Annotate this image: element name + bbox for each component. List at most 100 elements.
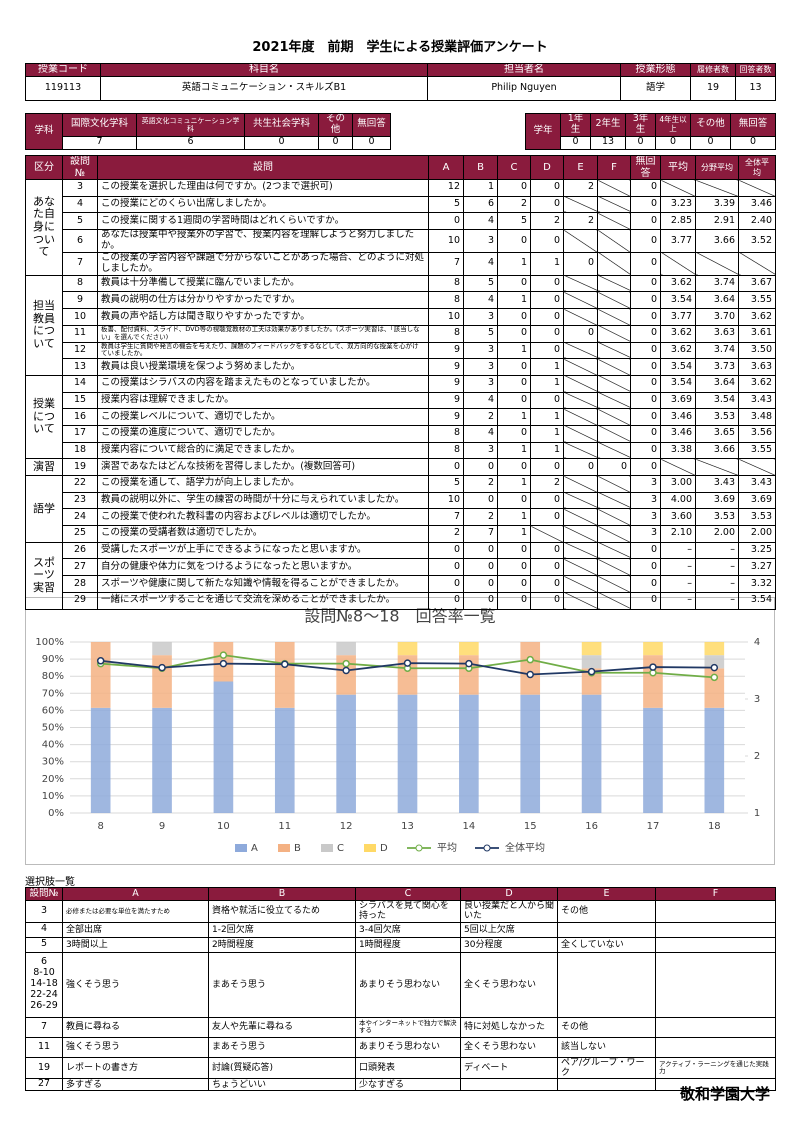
answer-count: 0 [497, 324, 531, 343]
cell-text: 3時間以上 [66, 939, 108, 950]
no-answer-count: 3 [630, 508, 661, 527]
y2-tick-label: 1 [754, 808, 760, 819]
department-table: 学科 国際文化学科 英語文化コミュニケーション学科 共生社会学科 その他 無回答 7 6 0 0 0 [25, 113, 391, 150]
cell-text: 12 [447, 181, 460, 193]
cell-text: – [687, 544, 692, 556]
average-cell: 3.77 [660, 308, 696, 326]
cell-text: ペア/グループ・ワーク [561, 1057, 645, 1079]
table-row: 5 この授業に関する1週間の学習時間はどれくらいですか。 0 4 5 2 2 0 2.85 2.9… [26, 212, 776, 231]
choice-cell: ペア/グループ・ワーク [557, 1056, 656, 1080]
cell-text: 4年生以上 [659, 115, 687, 133]
cell-text: 8 [453, 293, 460, 305]
cell-text: 5 [453, 477, 460, 489]
average-cell [695, 458, 739, 476]
no-answer-count: 0 [630, 291, 661, 310]
cell-text: 27 [37, 1078, 51, 1090]
cell-text: 0 [520, 594, 527, 606]
choice-cell: 全くそう思わない [460, 1036, 558, 1058]
cell-text: 8 [453, 427, 460, 439]
cell-text: 3.66 [713, 444, 735, 455]
header-cell: その他 [318, 113, 353, 137]
answer-count [597, 491, 631, 510]
answer-count [597, 195, 631, 214]
cell-text: 3.54 [670, 293, 692, 305]
table-row: 15 授業内容は理解できましたか。 9 4 0 0 0 3.69 3.54 3.43 [26, 391, 776, 410]
choice-cell: 該当しない [557, 1036, 656, 1058]
cell-text: 30分程度 [464, 939, 503, 950]
answer-count: 4 [463, 212, 498, 231]
cell-text: 0 [553, 277, 560, 289]
bar-segment [704, 668, 725, 708]
cell-text: 1 [520, 293, 527, 305]
question-number: 26 [62, 541, 98, 560]
line-point [526, 670, 534, 679]
answer-count: 9 [428, 341, 464, 360]
average-cell [738, 458, 776, 476]
header-cell: 科目名 [100, 63, 428, 77]
cell-text: 1 [553, 257, 560, 269]
cell-text: 9 [453, 410, 460, 422]
cell-text: 0 [650, 181, 657, 193]
cell-text: 0 [553, 343, 560, 355]
cell-text: その他 [696, 118, 725, 130]
cell-text: 3.65 [713, 427, 735, 439]
value-cell: 6 [136, 135, 245, 150]
cell-text: 3.63 [713, 327, 735, 339]
cell-text: 5 [40, 938, 48, 950]
cell-text: 分野平均 [701, 162, 733, 172]
cell-text: 3.70 [713, 310, 735, 322]
cell-text: この授業の受講者数は適切でしたか。 [101, 527, 263, 539]
table-row: 19 レポートの書き方 討論(質疑応答) 口頭発表 ディベート ペア/グループ・ワーク アク… [25, 1056, 776, 1080]
value-cell: 0 [352, 135, 391, 150]
bar-segment [520, 642, 541, 695]
cell-text: 演習 [33, 459, 55, 473]
cell-text: 0 [520, 393, 527, 405]
average-cell: 3.55 [738, 441, 776, 460]
header-cell: 授業形態 [620, 63, 691, 77]
table-row: 28 スポーツや健康に関して新たな知識や情報を得ることができましたか。 0 0 0 0 0 –… [26, 575, 776, 593]
choice-cell: シラバスを見て関心を持った [355, 900, 461, 923]
answer-count: 8 [428, 324, 464, 343]
bar-segment [397, 655, 418, 695]
cell-text: D [505, 887, 513, 899]
header-cell: 授業コード [25, 63, 101, 77]
bar-segment [643, 707, 663, 813]
answer-count [563, 274, 598, 293]
cell-text: 11 [37, 1040, 51, 1052]
answer-count: 0 [530, 591, 564, 610]
bar-segment [336, 642, 356, 656]
legend-swatch [235, 844, 247, 852]
answer-count: 7 [428, 251, 464, 276]
cell-text: 3.54 [750, 594, 772, 606]
cell-text: 3.54 [713, 393, 735, 405]
answer-count: 0 [530, 195, 564, 214]
answer-count: 1 [497, 525, 531, 543]
cell-text: 該当しない [561, 1042, 607, 1053]
cell-text: 2.91 [713, 214, 735, 226]
answer-count: 0 [530, 229, 564, 253]
answer-count [597, 508, 631, 527]
cell-text: 10 [447, 310, 460, 322]
cell-text: 授業内容について総合的に満足できましたか。 [101, 444, 301, 455]
choice-cell: 少なすぎる [355, 1078, 461, 1092]
cell-text: 1 [520, 510, 527, 522]
answer-count: 0 [597, 458, 631, 476]
cell-text: 5 [487, 277, 494, 289]
table-row: 27 自分の健康や体力に気をつけるようになったと思いますか。 0 0 0 0 0 – – 3.27 [26, 558, 776, 577]
question-number: 17 [62, 424, 98, 443]
choice-cell: 本やインターネットで独力で解決する [355, 1016, 461, 1038]
cell-text: 設問 [253, 161, 273, 173]
group-cell: 担当教員について [25, 274, 63, 376]
cell-text: 3.53 [750, 510, 772, 522]
cell-text: 1 [520, 477, 527, 489]
answer-count [563, 374, 598, 393]
bar-segment [459, 642, 479, 656]
choice-cell: あまりそう思わない [355, 951, 461, 1018]
cell-text: ちょうどいい [212, 1079, 267, 1090]
header-cell: A [62, 887, 209, 901]
answer-count: 10 [428, 491, 464, 510]
header-cell: 担当者名 [427, 63, 621, 77]
question-text: 自分の健康や体力に気をつけるようになったと思いますか。 [97, 558, 429, 577]
cell-text: 必修または必要な単位を満たすため [66, 906, 170, 915]
cell-text: 0 [553, 544, 560, 556]
